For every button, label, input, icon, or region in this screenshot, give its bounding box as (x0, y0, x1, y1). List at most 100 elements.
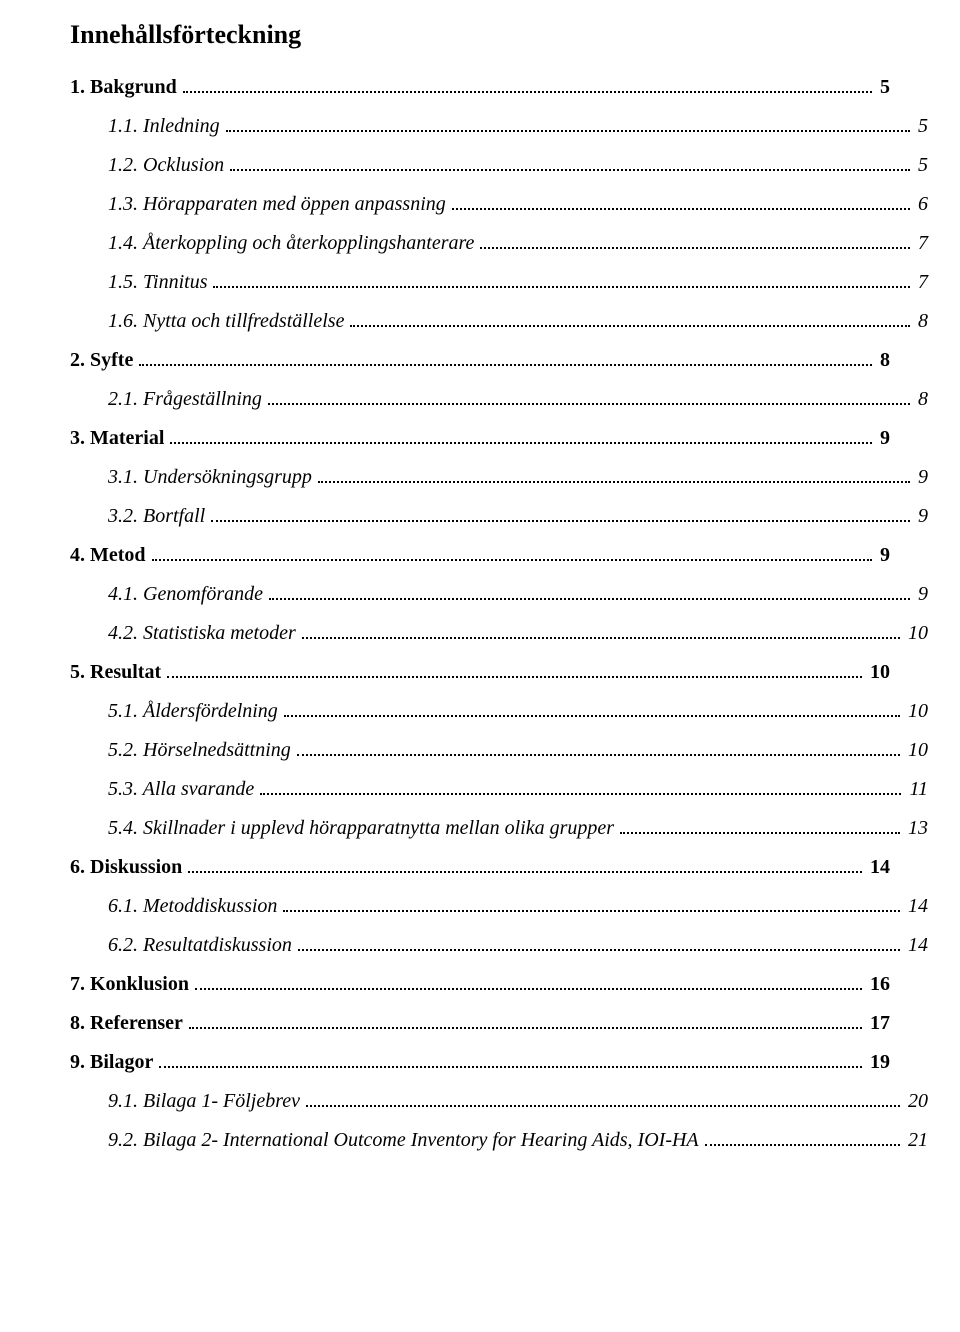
toc-entry: 5.2. Hörselnedsättning10 (70, 731, 928, 770)
toc-entry-page: 5 (914, 151, 928, 180)
toc-entry-text: 8. Referenser (70, 1009, 183, 1038)
toc-entry-text: 6. Diskussion (70, 853, 182, 882)
toc-entry-page: 9 (914, 580, 928, 609)
toc-entry-page: 14 (866, 853, 890, 882)
toc-entry: 4.1. Genomförande 9 (70, 575, 928, 614)
toc-entry-text: 1.2. Ocklusion (108, 151, 224, 180)
toc-leader-dots (269, 580, 910, 600)
toc-entry: 6.2. Resultatdiskussion 14 (70, 926, 928, 965)
toc-entry-page: 6 (914, 190, 928, 219)
toc-entry-text: 4.1. Genomförande (108, 580, 263, 609)
toc-entry-page: 21 (904, 1126, 928, 1155)
toc-leader-dots (230, 151, 910, 171)
toc-leader-dots (195, 970, 862, 990)
toc-entry-text: 3.1. Undersökningsgrupp (108, 463, 312, 492)
toc-leader-dots (167, 658, 862, 678)
toc-entry-page: 7 (914, 229, 928, 258)
toc-entry: 5.3. Alla svarande 11 (70, 770, 928, 809)
toc-entry-text: 4. Metod (70, 541, 146, 570)
toc-entry-page: 10 (904, 697, 928, 726)
toc-leader-dots (452, 190, 910, 210)
toc-entry-page: 9 (914, 502, 928, 531)
toc-entry-page: 17 (866, 1009, 890, 1038)
toc-entry: 6. Diskussion 14 (70, 848, 890, 887)
toc-leader-dots (188, 853, 862, 873)
toc-entry: 5.4. Skillnader i upplevd hörapparatnytt… (70, 809, 928, 848)
toc-entry: 2. Syfte 8 (70, 341, 890, 380)
toc-leader-dots (159, 1048, 862, 1068)
toc-entry: 9. Bilagor19 (70, 1043, 890, 1082)
toc-entry: 3.2. Bortfall9 (70, 497, 928, 536)
toc-entry-text: 6.2. Resultatdiskussion (108, 931, 292, 960)
toc-leader-dots (226, 112, 910, 132)
toc-entry-text: 6.1. Metoddiskussion (108, 892, 277, 921)
toc-leader-dots (183, 73, 872, 93)
toc-leader-dots (302, 619, 900, 639)
toc-entry-text: 4.2. Statistiska metoder (108, 619, 296, 648)
toc-heading: Innehållsförteckning (70, 16, 890, 54)
toc-leader-dots (211, 502, 910, 522)
toc-entry-page: 9 (876, 541, 890, 570)
toc-entry: 5.1. Åldersfördelning10 (70, 692, 928, 731)
toc-entry-text: 5.3. Alla svarande (108, 775, 254, 804)
toc-entry-text: 1.6. Nytta och tillfredställelse (108, 307, 344, 336)
toc-leader-dots (268, 385, 910, 405)
toc-entry-page: 5 (876, 73, 890, 102)
toc-leader-dots (283, 892, 900, 912)
toc-entry-text: 5.2. Hörselnedsättning (108, 736, 291, 765)
toc-entry: 3.1. Undersökningsgrupp 9 (70, 458, 928, 497)
toc-entry-page: 8 (914, 307, 928, 336)
toc-leader-dots (297, 736, 900, 756)
toc-leader-dots (284, 697, 900, 717)
toc-entry: 7. Konklusion 16 (70, 965, 890, 1004)
toc-entry-page: 13 (904, 814, 928, 843)
toc-entry: 2.1. Frågeställning 8 (70, 380, 928, 419)
toc-entry-page: 5 (914, 112, 928, 141)
toc-entry-text: 1.4. Återkoppling och återkopplingshante… (108, 229, 474, 258)
toc-entry-text: 3. Material (70, 424, 164, 453)
toc-entry-text: 7. Konklusion (70, 970, 189, 999)
toc-entry-page: 14 (904, 931, 928, 960)
toc-entry-page: 8 (876, 346, 890, 375)
toc-entry-page: 19 (866, 1048, 890, 1077)
toc-entry-page: 8 (914, 385, 928, 414)
toc-entry-page: 14 (904, 892, 928, 921)
toc-entry-text: 2.1. Frågeställning (108, 385, 262, 414)
toc-entry-page: 11 (905, 775, 928, 804)
toc-entry-text: 9.2. Bilaga 2- International Outcome Inv… (108, 1126, 699, 1155)
toc-leader-dots (350, 307, 910, 327)
toc-leader-dots (189, 1009, 862, 1029)
toc-entry: 4.2. Statistiska metoder 10 (70, 614, 928, 653)
toc-entry-text: 5. Resultat (70, 658, 161, 687)
toc-leader-dots (152, 541, 872, 561)
toc-entry-text: 1.1. Inledning (108, 112, 220, 141)
toc-leader-dots (139, 346, 872, 366)
toc-entry: 1. Bakgrund5 (70, 68, 890, 107)
toc-entry-page: 9 (876, 424, 890, 453)
toc-entry: 8. Referenser 17 (70, 1004, 890, 1043)
toc-entry-page: 16 (866, 970, 890, 999)
toc-entry-text: 9.1. Bilaga 1- Följebrev (108, 1087, 300, 1116)
toc-entry: 5. Resultat10 (70, 653, 890, 692)
toc-leader-dots (260, 775, 901, 795)
toc-entry-page: 10 (904, 619, 928, 648)
toc-entry: 1.6. Nytta och tillfredställelse 8 (70, 302, 928, 341)
toc-entry-page: 9 (914, 463, 928, 492)
toc-leader-dots (306, 1087, 900, 1107)
toc-leader-dots (318, 463, 910, 483)
toc-entry: 1.3. Hörapparaten med öppen anpassning 6 (70, 185, 928, 224)
toc-entry-text: 5.4. Skillnader i upplevd hörapparatnytt… (108, 814, 614, 843)
toc-entry: 1.4. Återkoppling och återkopplingshante… (70, 224, 928, 263)
toc-entry: 4. Metod 9 (70, 536, 890, 575)
toc-entry-text: 1.5. Tinnitus (108, 268, 207, 297)
toc-entry: 1.5. Tinnitus 7 (70, 263, 928, 302)
toc-entry-page: 20 (904, 1087, 928, 1116)
toc-entry: 9.1. Bilaga 1- Följebrev 20 (70, 1082, 928, 1121)
toc-entry: 6.1. Metoddiskussion 14 (70, 887, 928, 926)
toc-entry-page: 7 (914, 268, 928, 297)
toc-entry-text: 2. Syfte (70, 346, 133, 375)
toc-leader-dots (620, 814, 900, 834)
toc-entry-text: 1.3. Hörapparaten med öppen anpassning (108, 190, 446, 219)
toc-leader-dots (170, 424, 872, 444)
toc-leader-dots (298, 931, 900, 951)
